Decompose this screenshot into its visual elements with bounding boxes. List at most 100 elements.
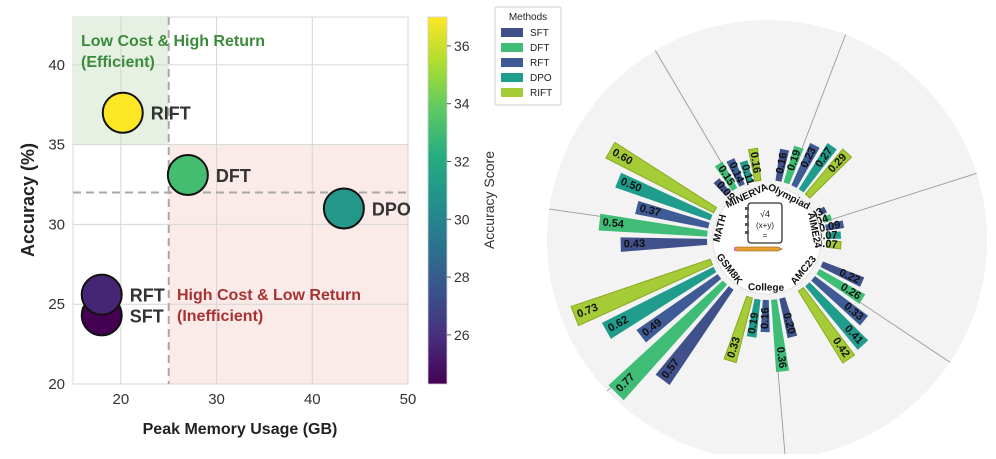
bar-math-dft (598, 213, 708, 237)
bar-math-rft (635, 201, 710, 229)
point-dft (166, 153, 209, 196)
x-tick-label: 40 (304, 391, 321, 408)
bar-gsm8k-dft (608, 280, 727, 401)
radial-bar-chart: 0.430.540.370.500.600.090.150.140.110.16… (494, 6, 987, 459)
point-label-rift: RIFT (151, 104, 191, 124)
bar-gsm8k-dpo (601, 266, 717, 339)
point-label-rft: RFT (130, 286, 165, 306)
bar-value-label: 0.16 (774, 152, 790, 175)
bar-value-label: 0.54 (602, 216, 625, 230)
bar-college-dft (771, 299, 790, 373)
bar-value-label: 0.33 (725, 336, 743, 360)
point-label-dft: DFT (216, 166, 251, 186)
bar-aime24-dpo (826, 231, 842, 239)
y-tick-label: 35 (48, 137, 65, 154)
point-label-sft: SFT (130, 306, 164, 326)
bar-college-dpo (746, 298, 761, 338)
formula-notebook-icon: √4 (x+y) = (734, 202, 783, 252)
legend-label-rift: RIFT (530, 88, 552, 99)
bar-aime24-rft (825, 220, 845, 231)
colorbar-label: Accuracy Score (481, 151, 497, 249)
svg-text:=: = (763, 231, 768, 240)
y-tick-label: 40 (48, 57, 65, 74)
point-label-dpo: DPO (372, 199, 411, 219)
radial-spoke (824, 172, 977, 222)
bar-minerva-dpo (739, 160, 753, 184)
bar-aime24-dft (822, 214, 833, 223)
colorbar-tick-label: 34 (454, 96, 470, 112)
colorbar: 26 28 30 32 34 36 Accuracy Score (427, 16, 497, 385)
bar-value-label: 0.11 (739, 163, 756, 186)
legend-label-rft: RFT (530, 58, 549, 69)
bar-gsm8k-sft (655, 286, 734, 385)
x-tick-label: 30 (208, 391, 225, 408)
region-label-inefficient-title: High Cost & Low Return (177, 287, 361, 304)
bar-minerva-dft (714, 161, 738, 192)
point-dpo (322, 187, 365, 230)
y-tick-label: 30 (48, 216, 65, 233)
legend-swatch-sft (501, 28, 523, 37)
legend-swatch-dpo (501, 73, 523, 82)
bar-amc23-dpo (805, 282, 869, 350)
bar-olympiad-dpo (798, 143, 837, 193)
svg-text:√4: √4 (760, 209, 770, 219)
bar-value-label: 0.16 (748, 151, 763, 174)
bar-amc23-rft (811, 276, 869, 326)
colorbar-gradient (427, 16, 448, 385)
svg-text:(x+y): (x+y) (756, 221, 774, 230)
bar-minerva-sft (713, 178, 731, 197)
legend-label-sft: SFT (530, 28, 549, 39)
bar-value-label: 0.19 (746, 312, 761, 335)
bar-amc23-rift (797, 287, 856, 364)
bar-gsm8k-rft (636, 274, 722, 343)
bar-value-label: 0.09 (818, 219, 841, 235)
bar-minerva-rift (747, 147, 762, 182)
legend-swatch-rft (501, 58, 523, 67)
region-label-efficient-subtitle: (Efficient) (81, 54, 155, 71)
bar-math-rift (605, 141, 718, 214)
bar-aime24-sft (818, 206, 827, 215)
bar-olympiad-rift (804, 148, 853, 199)
bar-gsm8k-rift (570, 258, 714, 327)
bar-olympiad-rft (791, 142, 820, 188)
bar-minerva-rft (726, 158, 745, 187)
bar-olympiad-dft (783, 145, 804, 185)
bar-value-label: 0.20 (780, 312, 797, 336)
bar-value-label: 0.43 (624, 238, 646, 251)
legend-swatch-dft (501, 43, 523, 52)
y-axis-label: Accuracy (%) (18, 143, 38, 257)
bar-olympiad-sft (775, 148, 790, 182)
point-rift (101, 91, 144, 134)
x-axis-label: Peak Memory Usage (GB) (143, 421, 338, 438)
point-rft (80, 273, 123, 316)
scatter-plot: Low Cost & High Return (Efficient) High Co… (18, 16, 417, 438)
x-tick-label: 50 (400, 391, 417, 408)
region-label-inefficient-subtitle: (Inefficient) (177, 308, 263, 325)
x-tick-label: 20 (113, 391, 130, 408)
legend: Methods SFT DFT RFT DPO RIFT (494, 6, 562, 106)
y-tick-label: 20 (48, 376, 65, 393)
bar-value-label: 0.07 (816, 229, 838, 242)
legend-label-dft: DFT (530, 43, 549, 54)
region-inefficient (168, 144, 408, 384)
colorbar-tick-label: 36 (454, 38, 470, 54)
bar-aime24-rift (826, 240, 842, 250)
legend-swatch-rift (501, 88, 523, 97)
bar-value-label: 0.36 (774, 346, 788, 369)
colorbar-tick-label: 30 (454, 211, 470, 227)
bar-amc23-dft (816, 269, 866, 304)
benchmark-label-college: College (748, 282, 785, 294)
legend-title: Methods (509, 12, 547, 23)
bar-amc23-sft (820, 261, 865, 287)
bar-college-rift (723, 295, 753, 364)
bar-value-label: 0.37 (638, 202, 662, 219)
colorbar-tick-label: 32 (454, 153, 470, 169)
region-label-efficient-title: Low Cost & High Return (81, 33, 265, 50)
legend-label-dpo: DPO (530, 73, 552, 84)
colorbar-tick-label: 26 (454, 327, 470, 343)
bar-math-sft (620, 237, 708, 252)
bar-college-rft (760, 299, 770, 333)
colorbar-tick-label: 28 (454, 269, 470, 285)
